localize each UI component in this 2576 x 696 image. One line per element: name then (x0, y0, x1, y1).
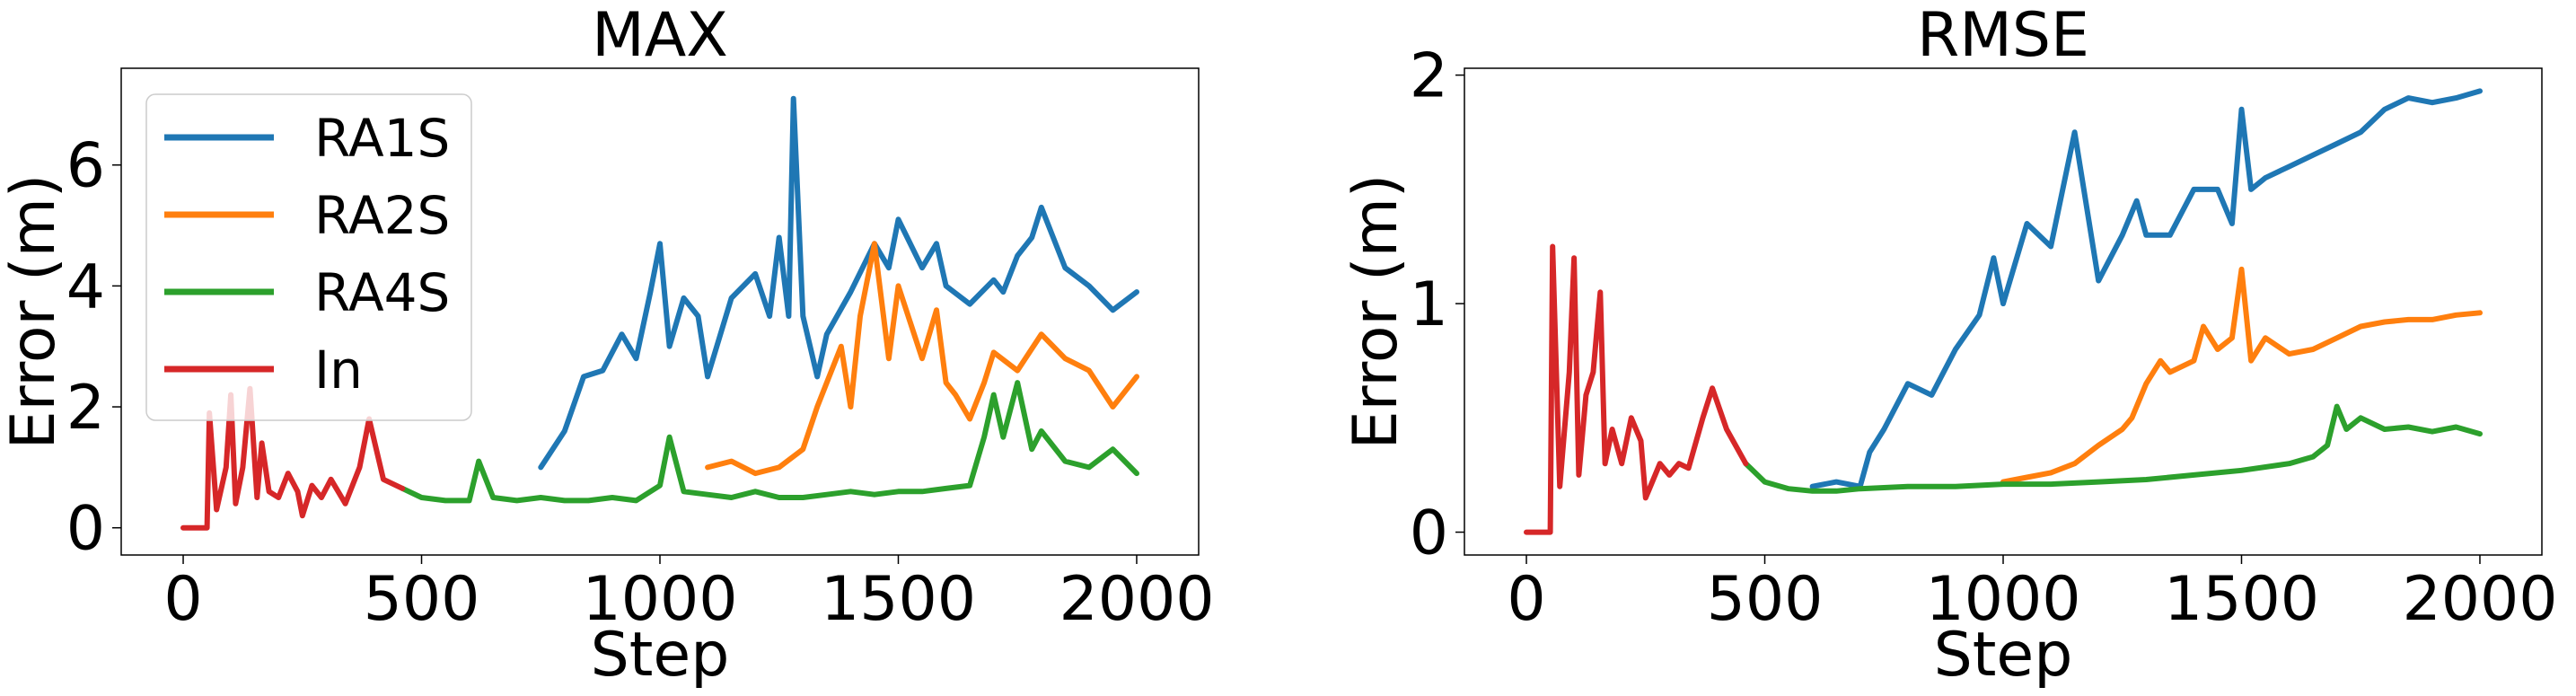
series-line-ra2s (705, 241, 1139, 477)
x-tick-label: 0 (163, 564, 202, 635)
y-axis-ticks: 0 2 4 6 (66, 131, 121, 565)
x-tick-label: 1000 (582, 564, 737, 635)
series-line-ra1s (538, 95, 1139, 471)
y-tick-label: 6 (66, 131, 105, 202)
series-line-in (180, 385, 406, 531)
chart-title: MAX (592, 0, 728, 71)
legend: RA1S RA2S RA4S In (145, 93, 472, 421)
y-tick-label: 2 (1410, 41, 1448, 112)
x-tick-label: 1500 (2164, 564, 2319, 635)
y-tick-label: 4 (66, 251, 105, 322)
legend-label-ra4s: RA4S (314, 262, 450, 323)
legend-label-in: In (314, 339, 363, 401)
series-line-in (1524, 243, 1749, 535)
y-axis-label: Error (m) (1341, 174, 1411, 450)
y-axis-label: Error (m) (0, 174, 69, 450)
y-tick-label: 1 (1410, 269, 1448, 340)
legend-label-ra1s: RA1S (314, 108, 450, 169)
x-axis-label: Step (591, 620, 730, 691)
x-axis-label: Step (1934, 620, 2073, 691)
chart-title: RMSE (1917, 0, 2089, 71)
axes-frame (120, 67, 1200, 556)
series-line-ra4s (400, 380, 1139, 504)
legend-label-ra2s: RA2S (314, 185, 450, 246)
axes-frame (1464, 67, 2543, 556)
y-tick-label: 2 (66, 373, 105, 444)
x-tick-label: 500 (364, 564, 480, 635)
panel-max: MAX 0 500 1000 1500 2000 0 2 4 6 Step Error (m)… (0, 0, 1215, 691)
x-tick-label: 1000 (1925, 564, 2080, 635)
x-tick-label: 2000 (2402, 564, 2557, 635)
panel-rmse: RMSE 0 500 1000 1500 2000 0 1 2 Step Error (m) (1341, 0, 2558, 691)
x-tick-label: 2000 (1059, 564, 1214, 635)
x-tick-label: 1500 (821, 564, 976, 635)
series-line-ra1s (1809, 88, 2483, 489)
series-group (180, 95, 1139, 531)
series-group (1524, 88, 2483, 535)
x-axis-ticks: 0 500 1000 1500 2000 (1507, 555, 2558, 635)
x-tick-label: 0 (1507, 564, 1545, 635)
x-tick-label: 500 (1707, 564, 1824, 635)
legend-box (145, 93, 472, 421)
y-tick-label: 0 (1410, 498, 1448, 569)
series-line-ra2s (2000, 266, 2483, 485)
y-axis-ticks: 0 1 2 (1410, 41, 1464, 569)
y-tick-label: 0 (66, 494, 105, 565)
x-axis-ticks: 0 500 1000 1500 2000 (163, 555, 1215, 635)
series-line-ra4s (1743, 403, 2483, 494)
